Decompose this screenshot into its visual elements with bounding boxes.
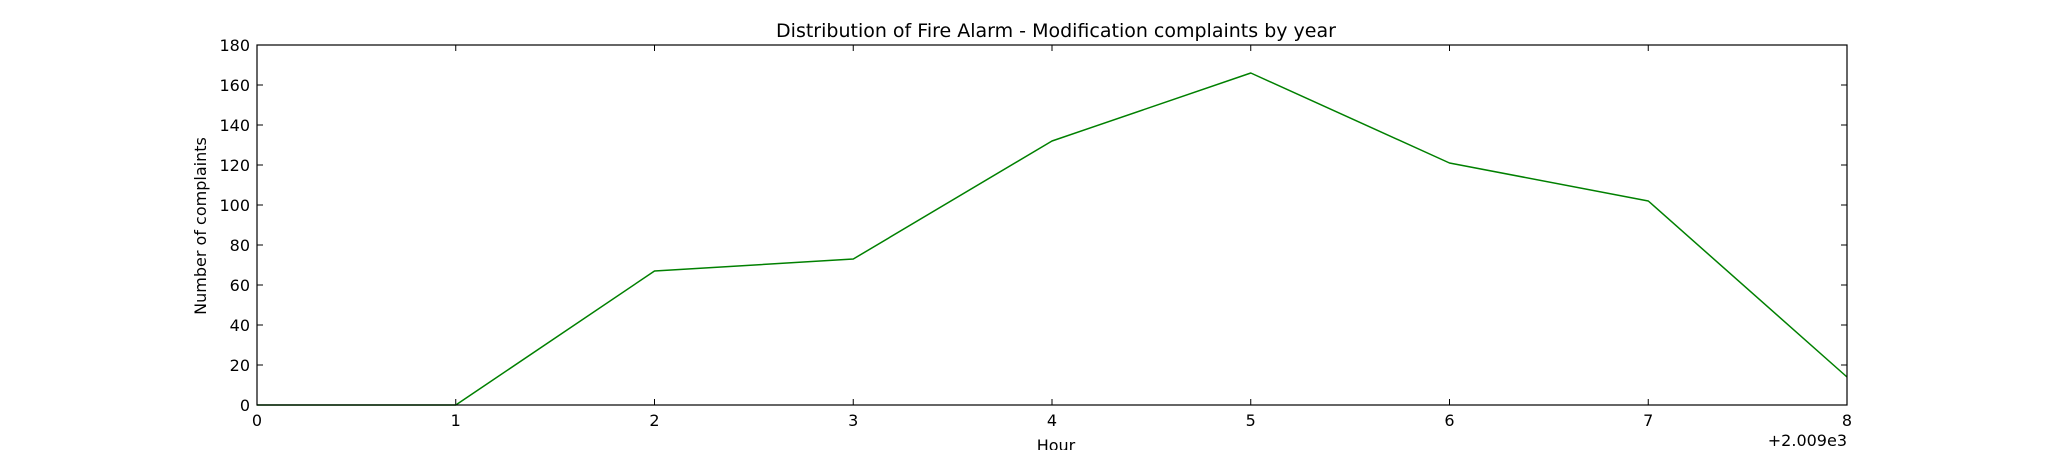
- x-tick-label: 0: [252, 411, 262, 430]
- x-tick-label: 2: [649, 411, 659, 430]
- y-tick-label: 20: [230, 356, 250, 375]
- x-tick-label: 4: [1047, 411, 1057, 430]
- y-tick-label: 80: [230, 236, 250, 255]
- y-tick-label: 40: [230, 316, 250, 335]
- x-tick-label: 8: [1842, 411, 1852, 430]
- x-axis-offset-label: +2.009e3: [1768, 431, 1847, 450]
- series-line: [257, 72, 1848, 406]
- y-tick-label: 120: [219, 156, 250, 175]
- x-tick-label: 5: [1246, 411, 1256, 430]
- y-axis-ticks: 0 20 40 60 80 100 120 140 160 180: [219, 36, 1847, 415]
- plot-frame: [256, 44, 1848, 406]
- y-tick-label: 0: [240, 396, 250, 415]
- x-tick-label: 7: [1643, 411, 1653, 430]
- y-tick-label: 60: [230, 276, 250, 295]
- y-tick-label: 140: [219, 116, 250, 135]
- x-axis-label: Hour: [1037, 436, 1076, 450]
- y-axis-label: Number of complaints: [191, 137, 210, 315]
- x-tick-label: 6: [1444, 411, 1454, 430]
- x-tick-label: 3: [848, 411, 858, 430]
- x-tick-label: 1: [451, 411, 461, 430]
- x-axis-ticks: 0 1 2 3 4 5 6 7 8: [252, 45, 1852, 430]
- y-tick-label: 180: [219, 36, 250, 55]
- y-tick-label: 100: [219, 196, 250, 215]
- chart-title: Distribution of Fire Alarm - Modificatio…: [776, 20, 1336, 42]
- series-layer: [257, 72, 1848, 406]
- y-tick-label: 160: [219, 76, 250, 95]
